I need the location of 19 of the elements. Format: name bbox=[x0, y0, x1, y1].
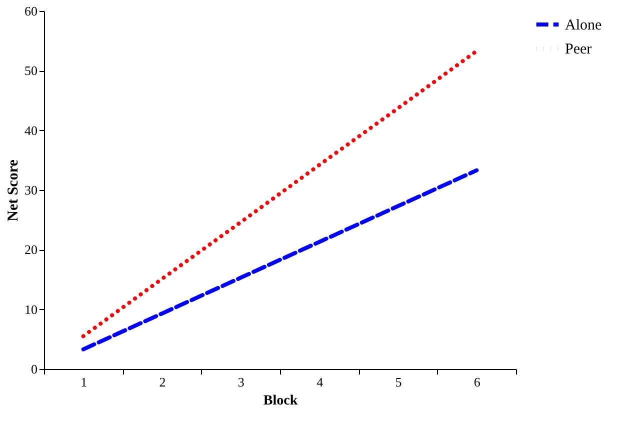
x-tick-label: 2 bbox=[159, 374, 166, 390]
y-tick-label: 40 bbox=[24, 122, 38, 138]
y-axis-title: Net Score bbox=[6, 159, 22, 222]
y-tick-label: 10 bbox=[24, 302, 38, 317]
x-tick-label: 6 bbox=[474, 374, 481, 390]
y-tick-label: 50 bbox=[24, 63, 38, 78]
x-tick-label: 3 bbox=[238, 374, 244, 390]
y-tick-label: 60 bbox=[24, 4, 38, 18]
y-tick-label: 20 bbox=[24, 242, 38, 258]
legend-label: Alone bbox=[565, 18, 602, 34]
line-series bbox=[81, 48, 479, 338]
x-tick-label: 1 bbox=[80, 374, 88, 390]
x-axis-title: Block bbox=[263, 394, 298, 408]
x-tick-label: 5 bbox=[395, 374, 402, 390]
y-tick-label: 0 bbox=[31, 362, 38, 376]
legend-label: Peer bbox=[565, 42, 592, 58]
y-tick-label: 30 bbox=[24, 182, 38, 198]
x-tick-label: 4 bbox=[316, 374, 324, 390]
line-series bbox=[81, 168, 479, 352]
